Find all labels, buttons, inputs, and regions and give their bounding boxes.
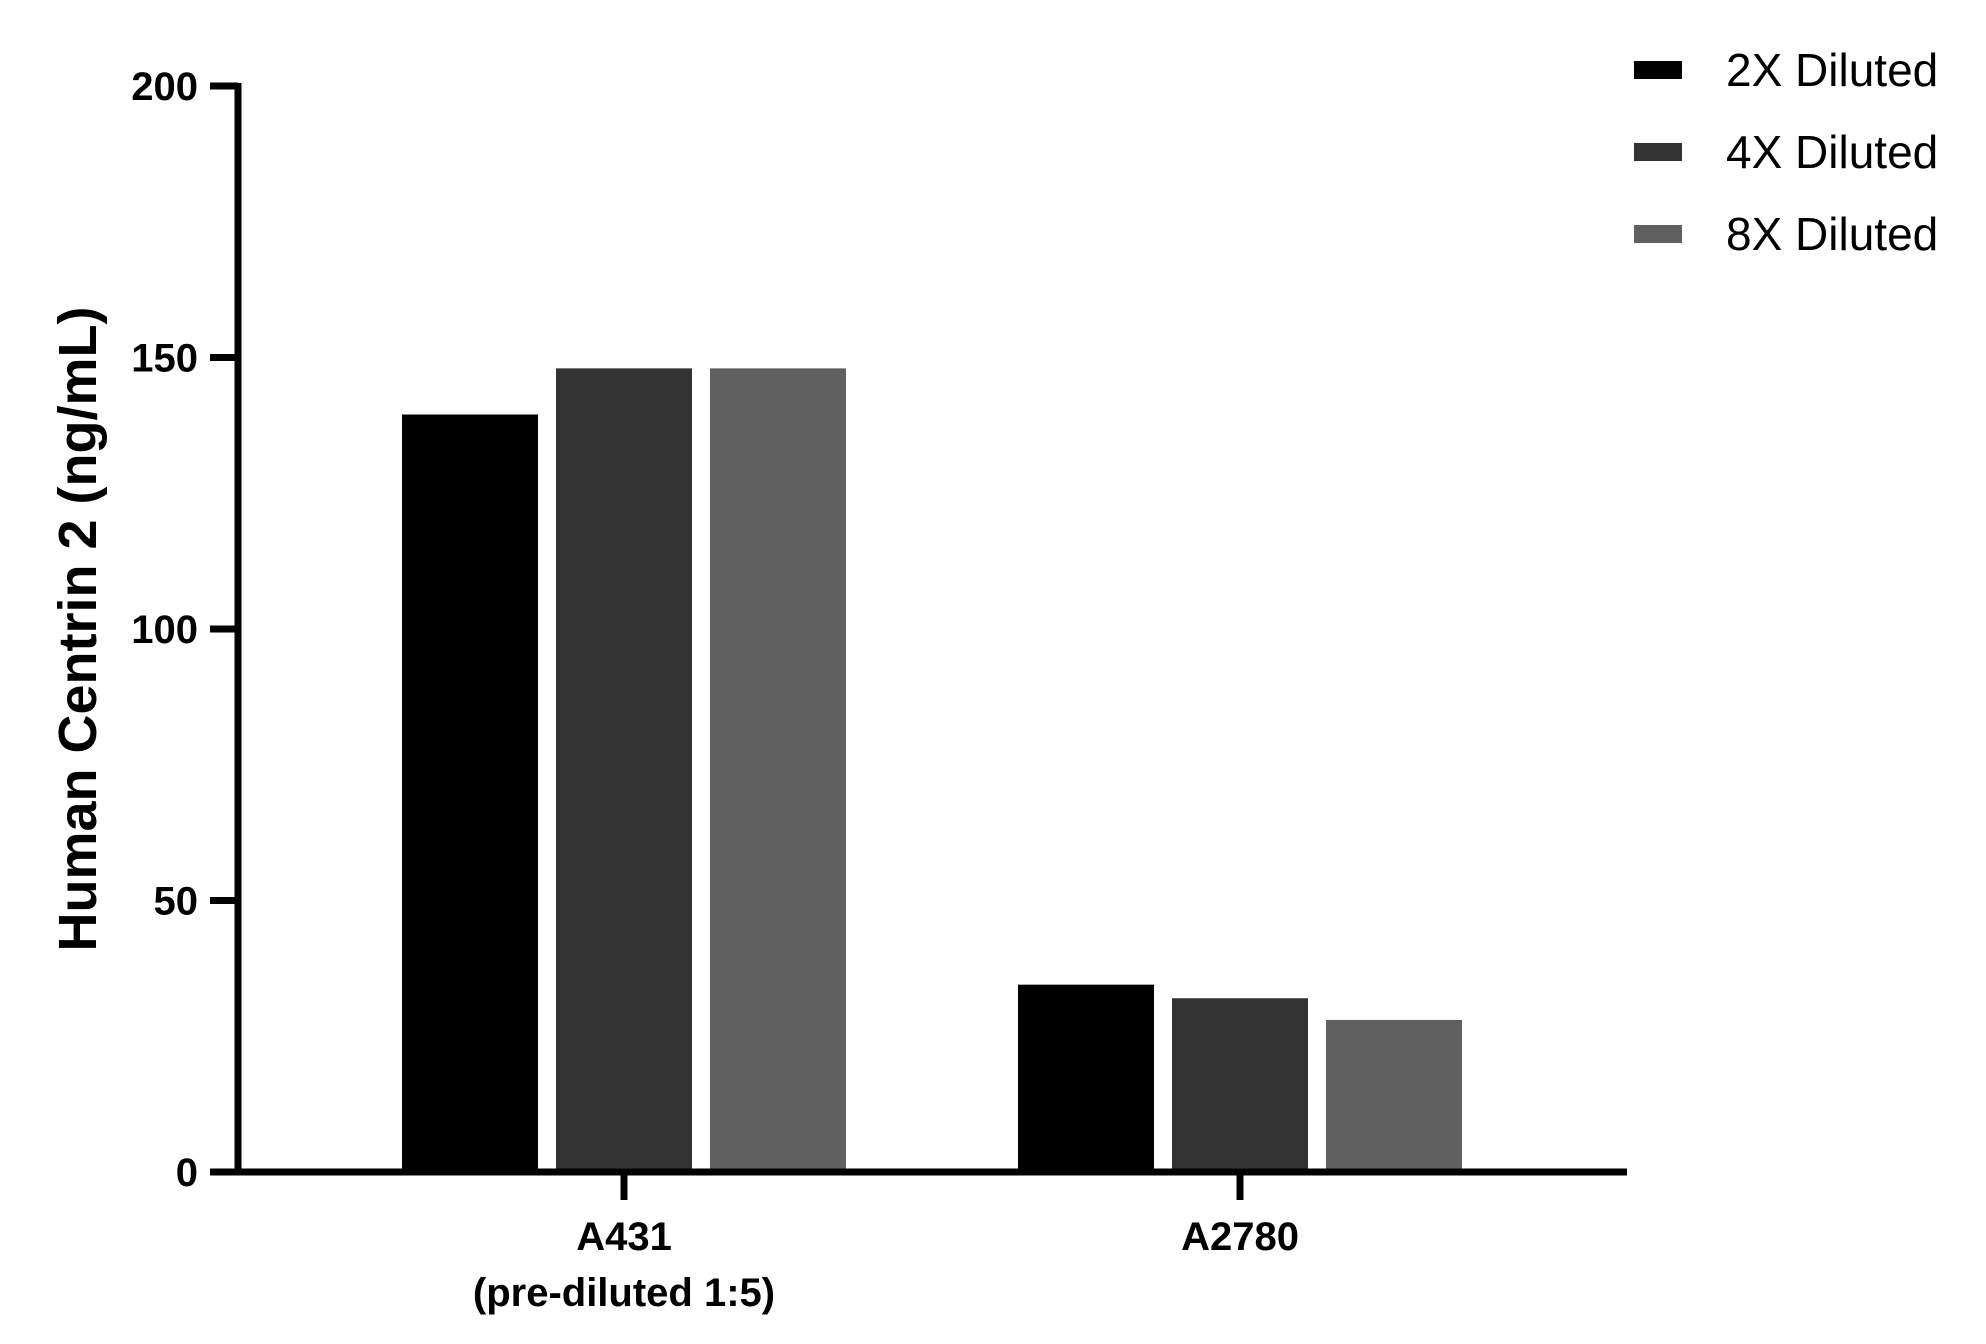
y-ticks-group: 0 50 100 150 200: [131, 65, 238, 1195]
y-tick-label: 0: [176, 1151, 198, 1195]
y-tick-label: 200: [131, 65, 198, 109]
y-tick-label: 50: [154, 880, 199, 924]
y-axis-label: Human Centrin 2 (ng/mL): [48, 307, 108, 952]
legend-swatch: [1634, 61, 1682, 79]
legend-label: 2X Diluted: [1726, 44, 1938, 96]
x-category-label: (pre-diluted 1:5): [473, 1271, 775, 1315]
bar-2-1: [1018, 984, 1154, 1172]
bar-1-3: [710, 368, 846, 1172]
bar-1-1: [402, 414, 538, 1172]
x-category-label: A2780: [1181, 1215, 1299, 1259]
bar-1-2: [556, 368, 692, 1172]
x-category-label: A431: [576, 1215, 672, 1259]
bar-2-2: [1172, 998, 1308, 1172]
legend-swatch: [1634, 143, 1682, 161]
legend-swatch: [1634, 225, 1682, 243]
x-ticks-group: A431 (pre-diluted 1:5) A2780: [473, 1172, 1299, 1315]
bar-2-3: [1326, 1019, 1462, 1172]
y-tick-label: 150: [131, 337, 198, 381]
legend-label: 4X Diluted: [1726, 126, 1938, 178]
legend-label: 8X Diluted: [1726, 208, 1938, 260]
bars-group: [402, 368, 1462, 1172]
legend: 2X Diluted 4X Diluted 8X Diluted: [1634, 44, 1938, 260]
y-tick-label: 100: [131, 608, 198, 652]
